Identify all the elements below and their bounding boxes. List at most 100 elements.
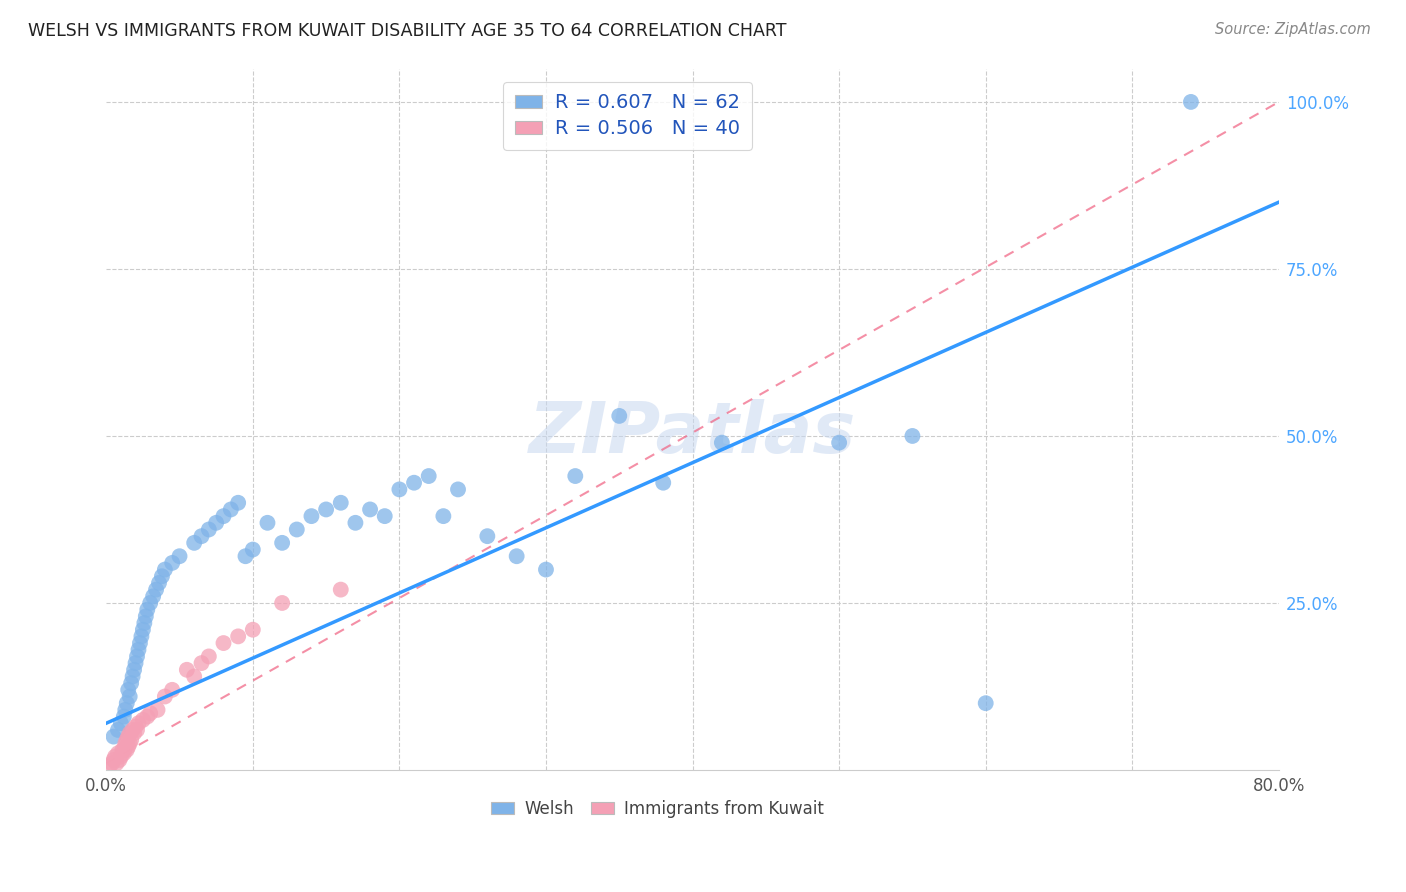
Point bbox=[118, 726, 141, 740]
Point bbox=[120, 676, 142, 690]
Point bbox=[344, 516, 367, 530]
Point bbox=[107, 723, 129, 737]
Point bbox=[114, 736, 136, 750]
Point bbox=[105, 756, 128, 771]
Point bbox=[110, 749, 132, 764]
Point bbox=[212, 509, 235, 524]
Point bbox=[112, 743, 135, 757]
Point bbox=[136, 709, 159, 723]
Point bbox=[564, 469, 586, 483]
Point bbox=[219, 502, 242, 516]
Text: WELSH VS IMMIGRANTS FROM KUWAIT DISABILITY AGE 35 TO 64 CORRELATION CHART: WELSH VS IMMIGRANTS FROM KUWAIT DISABILI… bbox=[28, 22, 786, 40]
Point bbox=[432, 509, 454, 524]
Point bbox=[374, 509, 396, 524]
Point bbox=[107, 747, 129, 761]
Point bbox=[828, 435, 851, 450]
Point bbox=[974, 696, 997, 710]
Point bbox=[205, 516, 228, 530]
Point bbox=[127, 716, 149, 731]
Point bbox=[315, 502, 337, 516]
Point bbox=[115, 743, 138, 757]
Point bbox=[271, 596, 294, 610]
Point bbox=[103, 753, 125, 767]
Point bbox=[652, 475, 675, 490]
Point bbox=[98, 759, 121, 773]
Point bbox=[301, 509, 323, 524]
Point bbox=[1180, 95, 1202, 109]
Point bbox=[115, 696, 138, 710]
Point bbox=[122, 663, 145, 677]
Point bbox=[145, 582, 167, 597]
Point bbox=[160, 556, 183, 570]
Point bbox=[118, 690, 141, 704]
Point bbox=[169, 549, 191, 564]
Point bbox=[127, 642, 149, 657]
Point bbox=[122, 726, 145, 740]
Point bbox=[125, 723, 148, 737]
Legend: Welsh, Immigrants from Kuwait: Welsh, Immigrants from Kuwait bbox=[484, 794, 831, 825]
Point bbox=[117, 730, 139, 744]
Point bbox=[146, 703, 169, 717]
Point bbox=[477, 529, 499, 543]
Point bbox=[271, 536, 294, 550]
Point bbox=[153, 690, 176, 704]
Point bbox=[148, 576, 170, 591]
Point bbox=[901, 429, 924, 443]
Point bbox=[135, 609, 157, 624]
Point bbox=[534, 563, 557, 577]
Point bbox=[117, 739, 139, 754]
Point bbox=[124, 720, 146, 734]
Point bbox=[359, 502, 381, 516]
Point bbox=[329, 496, 352, 510]
Point bbox=[150, 569, 173, 583]
Point bbox=[226, 496, 249, 510]
Point bbox=[131, 629, 153, 643]
Point bbox=[160, 682, 183, 697]
Point bbox=[212, 636, 235, 650]
Point bbox=[190, 529, 212, 543]
Point bbox=[402, 475, 425, 490]
Point bbox=[198, 649, 221, 664]
Point bbox=[112, 747, 135, 761]
Point bbox=[176, 663, 198, 677]
Point bbox=[447, 483, 470, 497]
Point bbox=[112, 709, 135, 723]
Point bbox=[108, 753, 131, 767]
Point bbox=[110, 716, 132, 731]
Point bbox=[285, 523, 308, 537]
Point bbox=[256, 516, 278, 530]
Point bbox=[183, 669, 205, 683]
Point bbox=[118, 736, 141, 750]
Point bbox=[242, 542, 264, 557]
Point bbox=[114, 703, 136, 717]
Point bbox=[235, 549, 257, 564]
Point bbox=[190, 656, 212, 670]
Point bbox=[115, 733, 138, 747]
Point bbox=[124, 656, 146, 670]
Point bbox=[226, 629, 249, 643]
Point bbox=[132, 713, 155, 727]
Point bbox=[125, 649, 148, 664]
Point bbox=[198, 523, 221, 537]
Point bbox=[142, 589, 165, 603]
Point bbox=[121, 723, 143, 737]
Point bbox=[505, 549, 527, 564]
Point bbox=[101, 756, 124, 771]
Point bbox=[388, 483, 411, 497]
Point bbox=[120, 733, 142, 747]
Point bbox=[418, 469, 440, 483]
Point bbox=[129, 636, 152, 650]
Text: ZIPatlas: ZIPatlas bbox=[529, 399, 856, 467]
Point bbox=[136, 602, 159, 616]
Point bbox=[183, 536, 205, 550]
Point bbox=[104, 749, 127, 764]
Point bbox=[607, 409, 630, 423]
Point bbox=[111, 743, 134, 757]
Point bbox=[114, 739, 136, 754]
Point bbox=[121, 669, 143, 683]
Point bbox=[153, 563, 176, 577]
Point bbox=[134, 615, 156, 630]
Point bbox=[117, 682, 139, 697]
Point bbox=[242, 623, 264, 637]
Point bbox=[139, 596, 162, 610]
